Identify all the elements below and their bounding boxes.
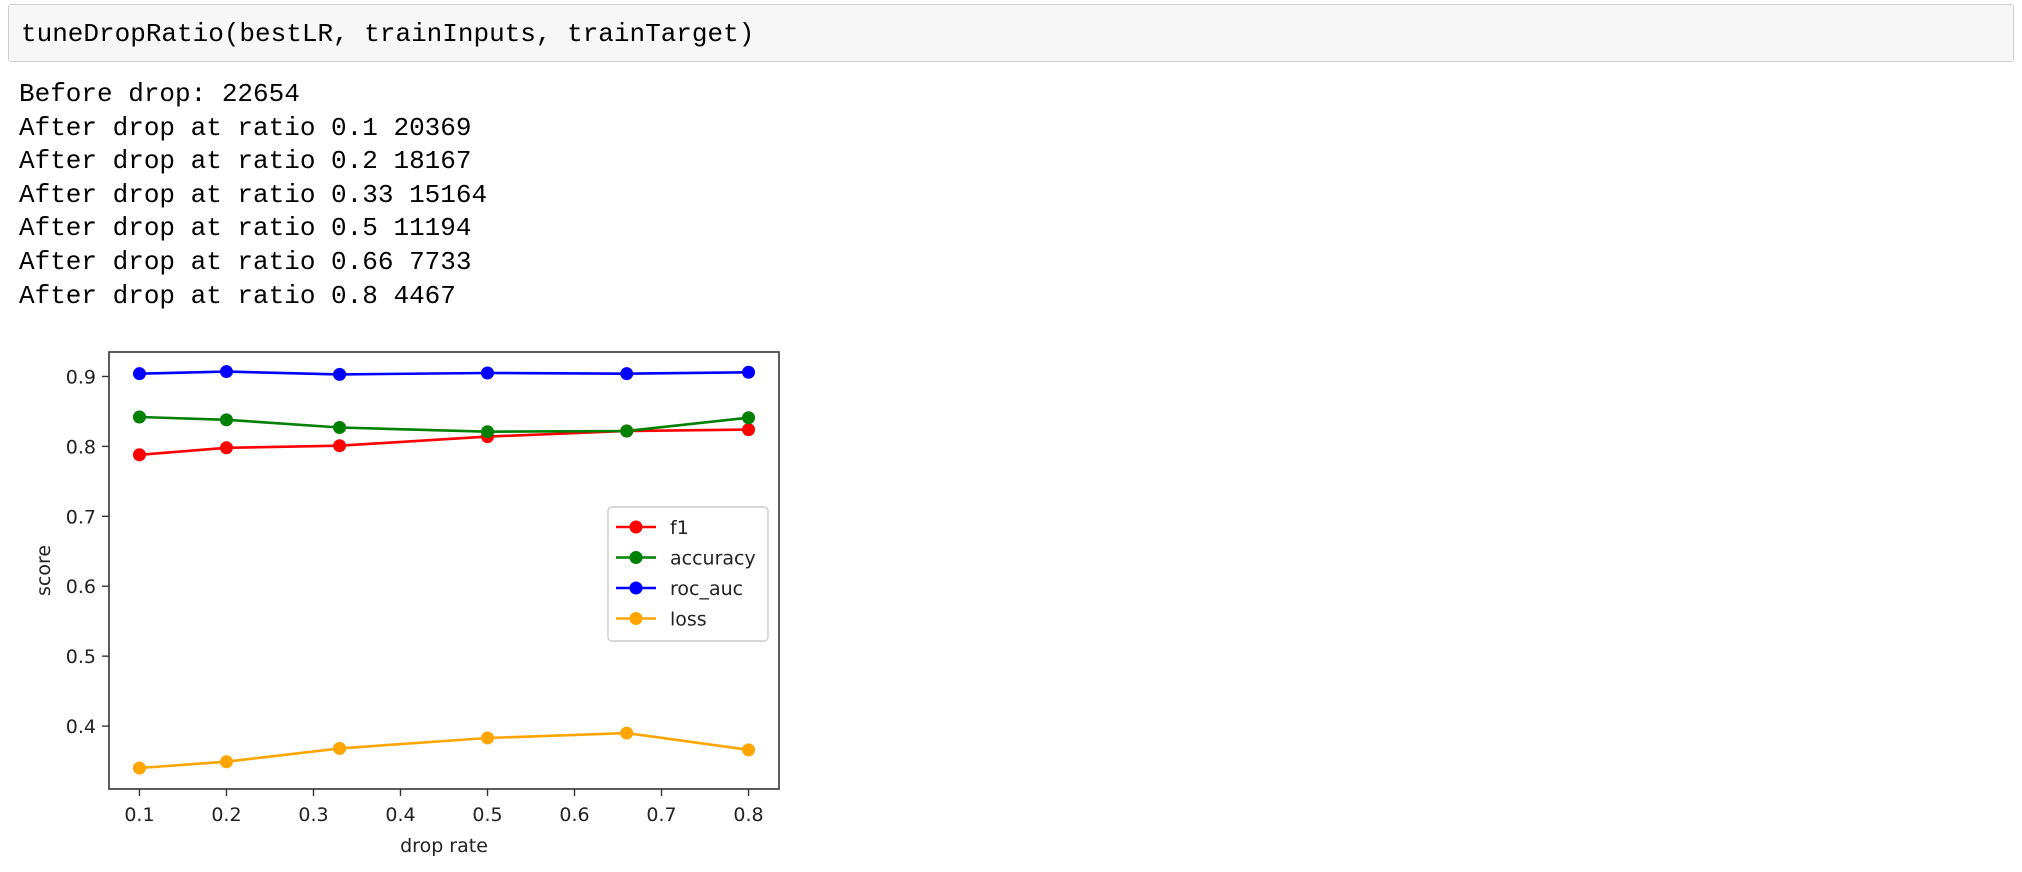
data-point-accuracy	[132, 410, 146, 424]
data-point-roc_auc	[132, 367, 146, 381]
data-point-roc_auc	[481, 366, 495, 380]
x-tick-label: 0.2	[211, 804, 241, 826]
x-tick-label: 0.7	[646, 804, 676, 826]
x-tick-label: 0.6	[559, 804, 589, 826]
code-cell[interactable]: tuneDropRatio(bestLR, trainInputs, train…	[8, 4, 2014, 62]
data-point-roc_auc	[219, 365, 233, 379]
series-line-f1	[139, 428, 749, 457]
x-tick-label: 0.8	[733, 804, 763, 826]
legend-marker	[629, 520, 643, 534]
data-point-f1	[742, 423, 756, 437]
y-tick-label: 0.8	[66, 436, 96, 458]
output-line: After drop at ratio 0.2 18167	[19, 146, 472, 177]
data-point-loss	[132, 761, 146, 775]
output-line: After drop at ratio 0.1 20369	[19, 112, 472, 143]
score-chart: 0.1 0.2 0.3 0.4 0.5 0.6 0.7 0.8 0.4 0.5 0.6 0.7 0.8 0…	[33, 351, 780, 857]
data-point-roc_auc	[620, 367, 634, 381]
x-tick-label: 0.5	[472, 804, 502, 826]
x-tick-label: 0.4	[385, 804, 415, 826]
output-line: After drop at ratio 0.5 11194	[19, 213, 472, 244]
data-point-roc_auc	[333, 367, 347, 381]
data-point-f1	[132, 448, 146, 462]
plot-frame	[108, 351, 780, 790]
series-line-loss	[139, 731, 749, 770]
data-point-accuracy	[333, 421, 347, 435]
data-point-accuracy	[219, 413, 233, 427]
data-point-accuracy	[481, 425, 495, 439]
data-point-f1	[219, 441, 233, 455]
output-line: After drop at ratio 0.8 4467	[19, 280, 456, 311]
code-cell-input[interactable]: tuneDropRatio(bestLR, trainInputs, train…	[21, 19, 755, 49]
series-line-roc_auc	[139, 370, 749, 376]
y-tick-label: 0.9	[66, 366, 96, 388]
data-point-loss	[333, 741, 347, 755]
output-line: After drop at ratio 0.33 15164	[19, 179, 488, 210]
legend-marker	[629, 581, 643, 595]
data-point-loss	[742, 743, 756, 757]
data-point-accuracy	[742, 411, 756, 425]
series-line-accuracy	[139, 415, 749, 434]
legend-label-f1: f1	[670, 517, 689, 539]
x-tick-label: 0.1	[124, 804, 154, 826]
legend-label-roc_auc: roc_auc	[670, 578, 743, 600]
legend-marker	[629, 551, 643, 564]
data-point-loss	[620, 726, 634, 740]
y-tick-label: 0.4	[66, 716, 96, 738]
output-line: After drop at ratio 0.66 7733	[19, 246, 472, 277]
y-tick-label: 0.7	[66, 506, 96, 528]
data-point-loss	[481, 731, 495, 745]
x-tick-label: 0.3	[298, 804, 328, 826]
legend-label-accuracy: accuracy	[670, 548, 756, 570]
cell-output: Before drop: 22654 After drop at ratio 0.…	[19, 78, 487, 313]
y-tick-label: 0.5	[66, 646, 96, 668]
y-tick-label: 0.6	[66, 576, 96, 598]
data-point-roc_auc	[742, 365, 756, 379]
data-point-accuracy	[620, 424, 634, 438]
output-line: Before drop: 22654	[19, 79, 300, 109]
data-point-loss	[219, 755, 233, 769]
y-axis-label: score	[33, 545, 55, 596]
data-point-f1	[333, 439, 347, 453]
legend-label-loss: loss	[670, 609, 707, 631]
x-axis-label: drop rate	[400, 835, 488, 857]
legend	[607, 506, 769, 642]
legend-marker	[629, 612, 643, 625]
